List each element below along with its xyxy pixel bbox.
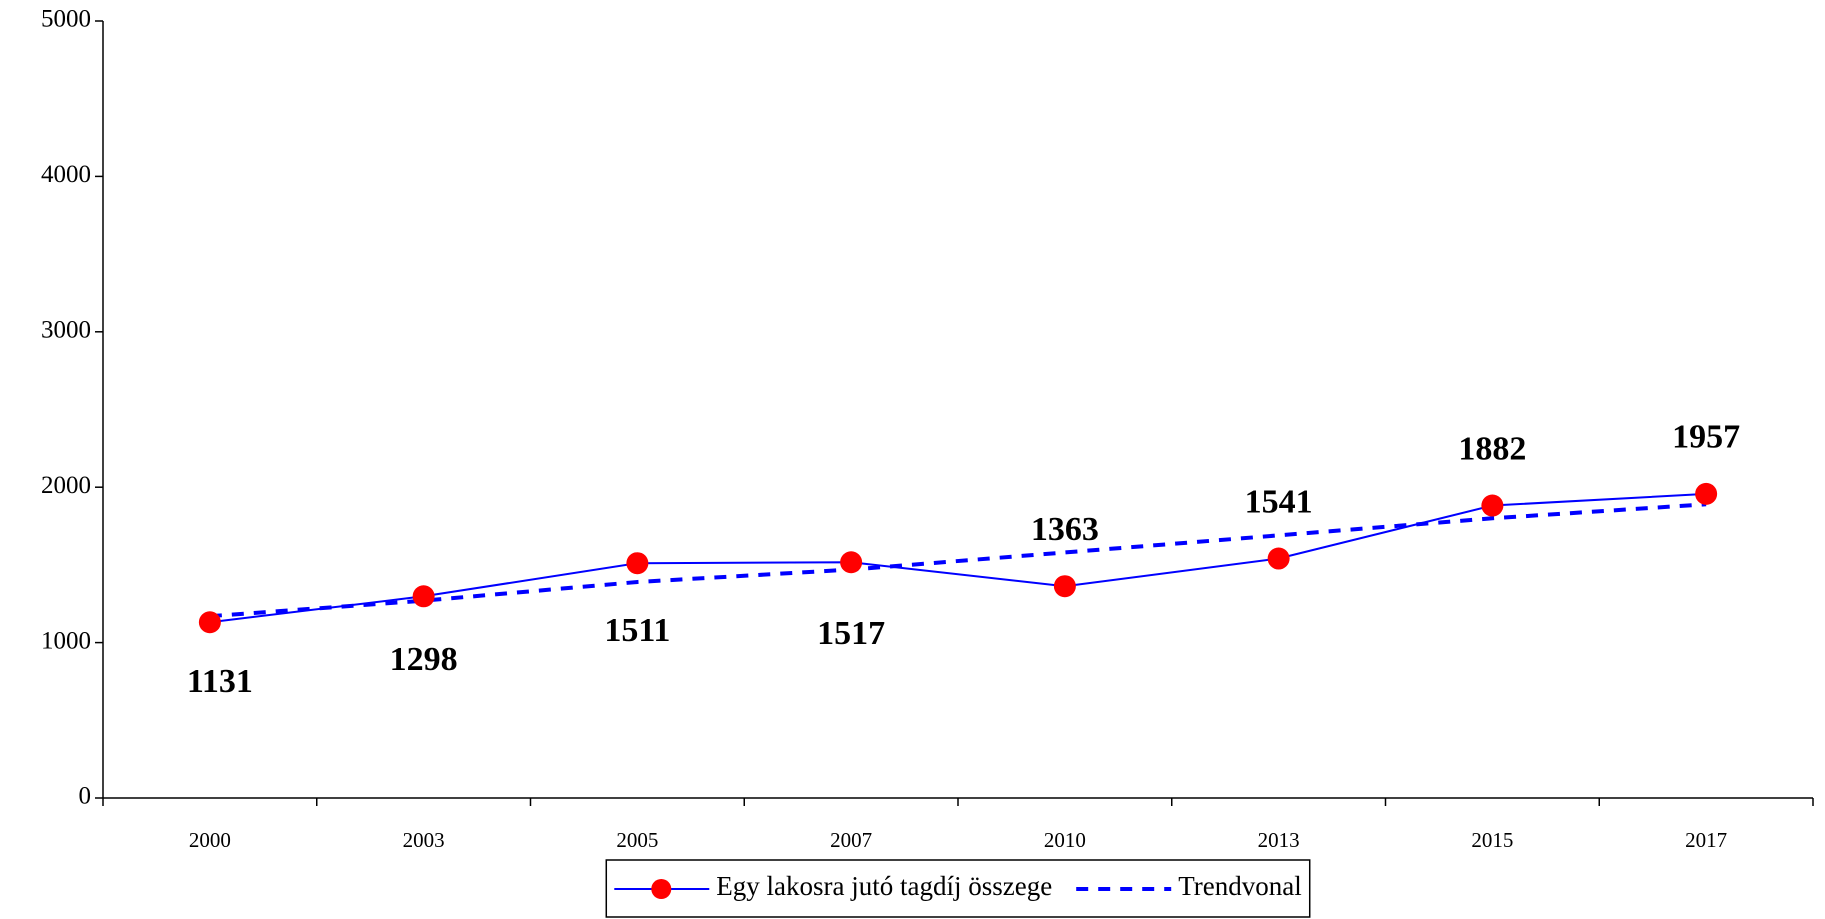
data-label: 1363 <box>1031 511 1099 548</box>
data-label: 1511 <box>604 612 670 649</box>
data-label: 1517 <box>817 615 885 652</box>
legend-marker <box>651 879 672 899</box>
legend-label: Trendvonal <box>1178 871 1302 901</box>
x-tick-label: 2010 <box>1044 828 1086 852</box>
legend-item: Trendvonal <box>1076 871 1302 901</box>
y-tick-label: 4000 <box>41 161 91 188</box>
y-tick-label: 5000 <box>41 6 91 33</box>
trend-line <box>209 502 1707 619</box>
marker <box>840 551 863 574</box>
marker <box>1695 482 1718 505</box>
x-tick-label: 2013 <box>1258 828 1300 852</box>
x-tick-label: 2015 <box>1471 828 1513 852</box>
series-line <box>209 492 1707 624</box>
marker <box>626 552 649 575</box>
legend-box <box>605 859 1311 918</box>
x-tick-label: 2017 <box>1685 828 1727 852</box>
data-label: 1131 <box>187 663 253 700</box>
legend-label: Egy lakosra jutó tagdíj összege <box>716 871 1052 901</box>
y-tick-label: 3000 <box>41 317 91 344</box>
legend: Egy lakosra jutó tagdíj összege Trendvona… <box>605 859 1311 918</box>
y-tick-label: 1000 <box>41 627 91 654</box>
legend-item: Egy lakosra jutó tagdíj összege <box>614 871 1052 901</box>
data-label: 1298 <box>390 641 458 678</box>
x-tick-label: 2000 <box>189 828 231 852</box>
y-tick-label: 0 <box>79 783 92 810</box>
x-tick-label: 2007 <box>830 828 872 852</box>
y-tick-label: 2000 <box>41 472 91 499</box>
x-tick-label: 2003 <box>403 828 445 852</box>
marker <box>1053 575 1076 598</box>
marker <box>1267 547 1290 570</box>
data-label: 1957 <box>1672 419 1740 456</box>
data-label: 1882 <box>1458 430 1526 467</box>
x-tick-label: 2005 <box>616 828 658 852</box>
marker <box>198 611 221 634</box>
marker <box>1481 494 1504 517</box>
data-label: 1541 <box>1245 483 1313 520</box>
marker <box>412 585 435 608</box>
